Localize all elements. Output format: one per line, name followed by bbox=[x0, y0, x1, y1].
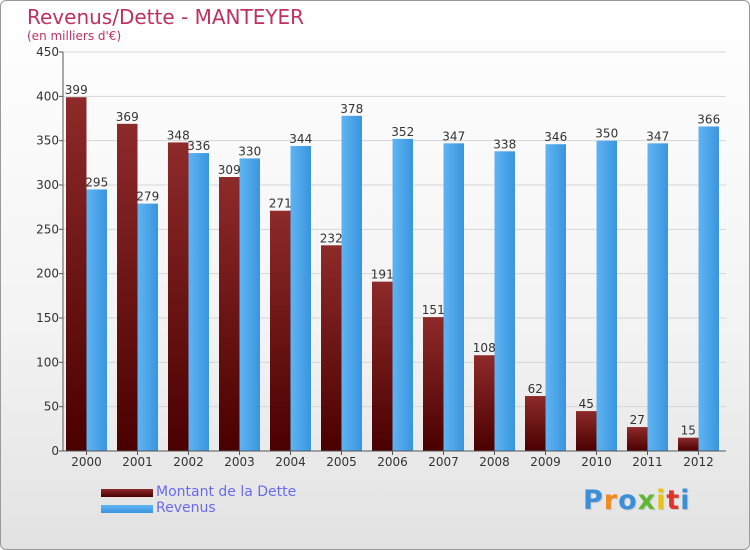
bar-revenue-2003 bbox=[239, 158, 260, 451]
data-label-debt-2011: 27 bbox=[630, 413, 645, 427]
data-label-debt-2009: 62 bbox=[528, 382, 543, 396]
bar-debt-2012 bbox=[678, 437, 699, 451]
data-label-revenue-2004: 344 bbox=[289, 132, 312, 146]
bar-revenue-2007 bbox=[443, 143, 464, 451]
data-label-debt-2003: 309 bbox=[218, 163, 241, 177]
bar-debt-2007 bbox=[423, 317, 444, 451]
x-tick-label-2006: 2006 bbox=[377, 455, 408, 469]
bar-debt-2002 bbox=[168, 142, 189, 451]
bar-debt-2000 bbox=[66, 97, 87, 451]
data-label-revenue-2010: 350 bbox=[595, 127, 618, 141]
chart-title: Revenus/Dette - MANTEYER bbox=[27, 5, 305, 29]
legend-label-debt: Montant de la Dette bbox=[156, 484, 297, 500]
y-tick-label-150: 150 bbox=[36, 311, 59, 325]
data-label-debt-2010: 45 bbox=[579, 397, 594, 411]
bar-revenue-2001 bbox=[137, 203, 158, 451]
bar-revenue-2009 bbox=[545, 144, 566, 452]
data-label-debt-2006: 191 bbox=[371, 268, 394, 282]
bar-debt-2006 bbox=[372, 281, 393, 451]
x-tick-label-2009: 2009 bbox=[530, 455, 561, 469]
data-label-revenue-2007: 347 bbox=[442, 129, 465, 143]
data-label-revenue-2006: 352 bbox=[391, 125, 414, 139]
bar-debt-2010 bbox=[576, 411, 597, 451]
logo-letter: P bbox=[583, 485, 604, 516]
data-label-debt-2002: 348 bbox=[167, 128, 190, 142]
bar-revenue-2002 bbox=[188, 153, 209, 451]
y-tick-label-450: 450 bbox=[36, 45, 59, 59]
x-tick-label-2012: 2012 bbox=[683, 455, 714, 469]
x-tick-label-2001: 2001 bbox=[122, 455, 153, 469]
data-label-revenue-2003: 330 bbox=[238, 144, 261, 158]
data-label-debt-2012: 15 bbox=[681, 424, 696, 438]
data-label-revenue-2012: 366 bbox=[697, 112, 720, 126]
bar-revenue-2010 bbox=[596, 140, 617, 451]
data-label-revenue-2008: 338 bbox=[493, 137, 516, 151]
data-label-debt-2005: 232 bbox=[320, 231, 343, 245]
x-tick-label-2003: 2003 bbox=[224, 455, 255, 469]
data-label-debt-2001: 369 bbox=[116, 110, 139, 124]
data-label-debt-2000: 399 bbox=[65, 83, 88, 97]
bar-debt-2003 bbox=[219, 177, 240, 451]
x-tick-label-2004: 2004 bbox=[275, 455, 306, 469]
x-tick-label-2007: 2007 bbox=[428, 455, 459, 469]
data-label-debt-2004: 271 bbox=[269, 197, 292, 211]
legend-swatch-revenue bbox=[101, 505, 153, 513]
bar-revenue-2011 bbox=[647, 143, 668, 451]
legend-swatch-debt bbox=[101, 489, 153, 497]
bar-revenue-2012 bbox=[698, 126, 719, 451]
x-tick-label-2000: 2000 bbox=[71, 455, 102, 469]
bar-revenue-2005 bbox=[341, 115, 362, 451]
bar-debt-2008 bbox=[474, 355, 495, 451]
bar-debt-2001 bbox=[117, 123, 138, 451]
data-label-revenue-2005: 378 bbox=[340, 102, 363, 116]
y-tick-label-250: 250 bbox=[36, 222, 59, 236]
x-tick-label-2011: 2011 bbox=[632, 455, 663, 469]
bar-revenue-2008 bbox=[494, 151, 515, 451]
bar-revenue-2004 bbox=[290, 145, 311, 451]
data-label-revenue-2009: 346 bbox=[544, 130, 567, 144]
x-tick-label-2002: 2002 bbox=[173, 455, 204, 469]
y-tick-label-200: 200 bbox=[36, 267, 59, 281]
y-tick-label-400: 400 bbox=[36, 89, 59, 103]
y-tick-label-300: 300 bbox=[36, 178, 59, 192]
logo-letter: i bbox=[656, 485, 667, 516]
data-label-revenue-2000: 295 bbox=[85, 175, 108, 189]
bar-debt-2004 bbox=[270, 210, 291, 451]
logo-letter: x bbox=[637, 485, 657, 516]
data-label-revenue-2011: 347 bbox=[646, 129, 669, 143]
logo-letter: r bbox=[603, 485, 619, 516]
logo-letter: i bbox=[680, 485, 691, 516]
data-label-debt-2008: 108 bbox=[473, 341, 496, 355]
proxiti-logo: Proxiti bbox=[583, 485, 691, 516]
x-tick-label-2008: 2008 bbox=[479, 455, 510, 469]
legend-label-revenue: Revenus bbox=[156, 500, 216, 516]
x-tick-label-2010: 2010 bbox=[581, 455, 612, 469]
y-tick-label-100: 100 bbox=[36, 355, 59, 369]
chart-subtitle: (en milliers d'€) bbox=[27, 29, 122, 43]
bar-debt-2009 bbox=[525, 396, 546, 451]
bar-revenue-2000 bbox=[86, 189, 107, 451]
data-label-revenue-2002: 336 bbox=[187, 139, 210, 153]
bar-revenue-2006 bbox=[392, 138, 413, 452]
bar-debt-2005 bbox=[321, 245, 342, 451]
y-tick-label-0: 0 bbox=[51, 444, 59, 458]
data-label-revenue-2001: 279 bbox=[136, 190, 159, 204]
data-label-debt-2007: 151 bbox=[422, 303, 445, 317]
logo-letter: t bbox=[666, 485, 681, 516]
y-tick-label-50: 50 bbox=[44, 400, 59, 414]
x-tick-label-2005: 2005 bbox=[326, 455, 357, 469]
logo-letter: o bbox=[618, 485, 638, 516]
bar-debt-2011 bbox=[627, 427, 648, 451]
y-tick-label-350: 350 bbox=[36, 134, 59, 148]
